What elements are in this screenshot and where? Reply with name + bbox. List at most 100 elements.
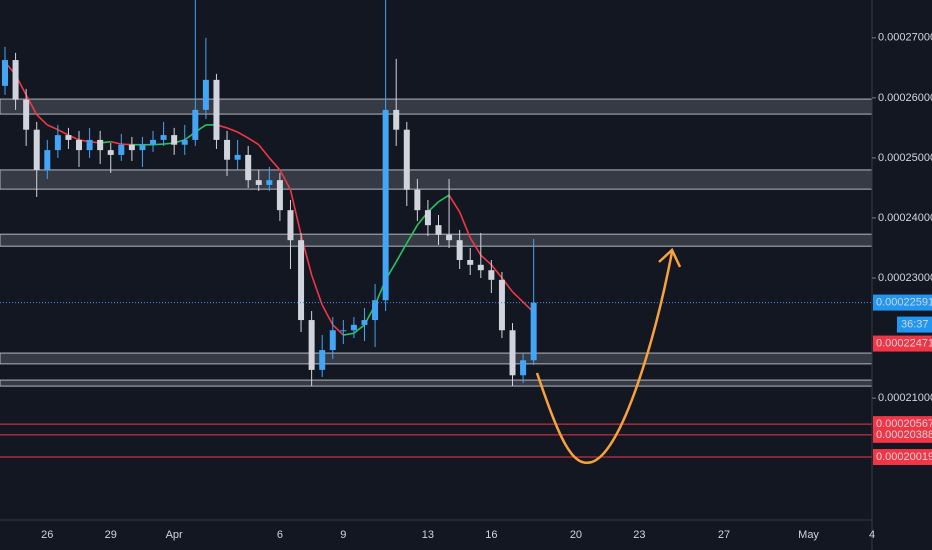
candle-body <box>520 360 527 376</box>
candle-body <box>298 240 305 321</box>
candle-body <box>276 180 283 211</box>
x-tick-label: 9 <box>340 529 346 541</box>
x-tick-label: 29 <box>105 529 117 541</box>
candle-body <box>319 350 326 370</box>
y-tick-label: 0.00021000 <box>878 392 932 404</box>
y-tick-label: 0.00027000 <box>878 32 932 44</box>
x-tick-label: 13 <box>422 529 434 541</box>
candle-body <box>308 320 315 370</box>
moving-average <box>480 254 492 266</box>
candle-body <box>202 79 209 110</box>
zone <box>0 379 873 387</box>
candle-body <box>33 129 40 170</box>
last-price-box <box>873 294 932 311</box>
moving-average <box>46 124 59 131</box>
candle-body <box>498 279 505 331</box>
moving-average <box>353 324 365 334</box>
x-tick-label: 27 <box>718 529 730 541</box>
candle-body <box>382 109 389 301</box>
moving-average <box>36 114 48 126</box>
candle-body <box>287 210 294 241</box>
candle-body <box>128 144 135 151</box>
moving-average <box>25 94 38 116</box>
candle-body <box>245 154 252 181</box>
candle-body <box>150 139 157 145</box>
annotation-arrow <box>535 251 674 465</box>
zone <box>0 352 873 365</box>
last-price-label: 0.00022591 <box>876 296 932 308</box>
candle-body <box>234 154 241 160</box>
candle-body <box>435 225 442 235</box>
zone <box>0 169 873 190</box>
candle-body <box>424 210 431 226</box>
candle-body <box>23 99 30 130</box>
moving-average <box>279 169 292 191</box>
candle-body <box>97 139 104 151</box>
moving-average <box>57 128 69 136</box>
price-label-box <box>873 449 932 466</box>
candle-body <box>65 135 72 140</box>
moving-average <box>448 194 461 213</box>
moving-average <box>226 127 238 133</box>
moving-average <box>343 332 355 336</box>
candle-body <box>86 139 93 151</box>
y-tick-label: 0.00024000 <box>878 212 932 224</box>
candle-body <box>446 234 453 241</box>
moving-average <box>406 224 419 244</box>
x-tick-label: 23 <box>633 529 645 541</box>
y-tick-label: 0.00025000 <box>878 152 932 164</box>
candle-body <box>361 320 368 325</box>
moving-average <box>310 274 323 306</box>
price-label: 0.00020388 <box>876 429 932 441</box>
candle-body <box>171 135 178 145</box>
candle-body <box>76 139 83 151</box>
moving-average <box>332 324 344 336</box>
moving-average <box>438 194 450 203</box>
zone <box>0 98 873 115</box>
x-tick-label: Apr <box>166 529 183 541</box>
x-tick-label: 26 <box>41 529 53 541</box>
candle-body <box>403 129 410 190</box>
candle-body <box>350 324 357 331</box>
moving-average <box>469 237 482 256</box>
candle-body <box>467 260 474 265</box>
candle-body <box>456 240 463 260</box>
candle-body <box>477 264 484 271</box>
moving-average <box>268 157 281 171</box>
moving-average <box>110 140 122 145</box>
candle-body <box>118 144 125 155</box>
countdown: 36:37 <box>901 318 929 330</box>
ma-label-box <box>873 335 932 352</box>
candle-body <box>44 150 51 170</box>
x-tick-label: 20 <box>570 529 582 541</box>
x-tick-label: 4 <box>869 529 875 541</box>
moving-average <box>258 144 270 159</box>
candle-body <box>2 60 8 86</box>
candle-body <box>393 109 400 130</box>
candle-body <box>181 139 188 145</box>
moving-average <box>395 242 408 263</box>
moving-average <box>511 291 524 303</box>
arrow-head <box>658 247 682 268</box>
candle-body <box>192 109 199 140</box>
candle-body <box>266 180 273 185</box>
candle-body <box>509 330 516 376</box>
candle-body <box>54 135 61 151</box>
y-tick-label: 0.00023000 <box>878 272 932 284</box>
candle-body <box>160 135 167 140</box>
moving-average <box>289 189 302 235</box>
x-tick-label: May <box>798 529 819 541</box>
x-tick-label: 6 <box>277 529 283 541</box>
candle-body <box>372 300 379 321</box>
moving-average <box>458 211 471 239</box>
price-label-box <box>873 426 932 443</box>
candle-body <box>107 150 114 155</box>
price-label: 0.00020019 <box>876 451 932 463</box>
candle-body <box>340 330 347 332</box>
candle-body <box>414 189 421 211</box>
plot-area <box>0 0 873 458</box>
candle-body <box>213 79 220 140</box>
candle-body <box>329 330 336 351</box>
moving-average <box>490 264 503 279</box>
